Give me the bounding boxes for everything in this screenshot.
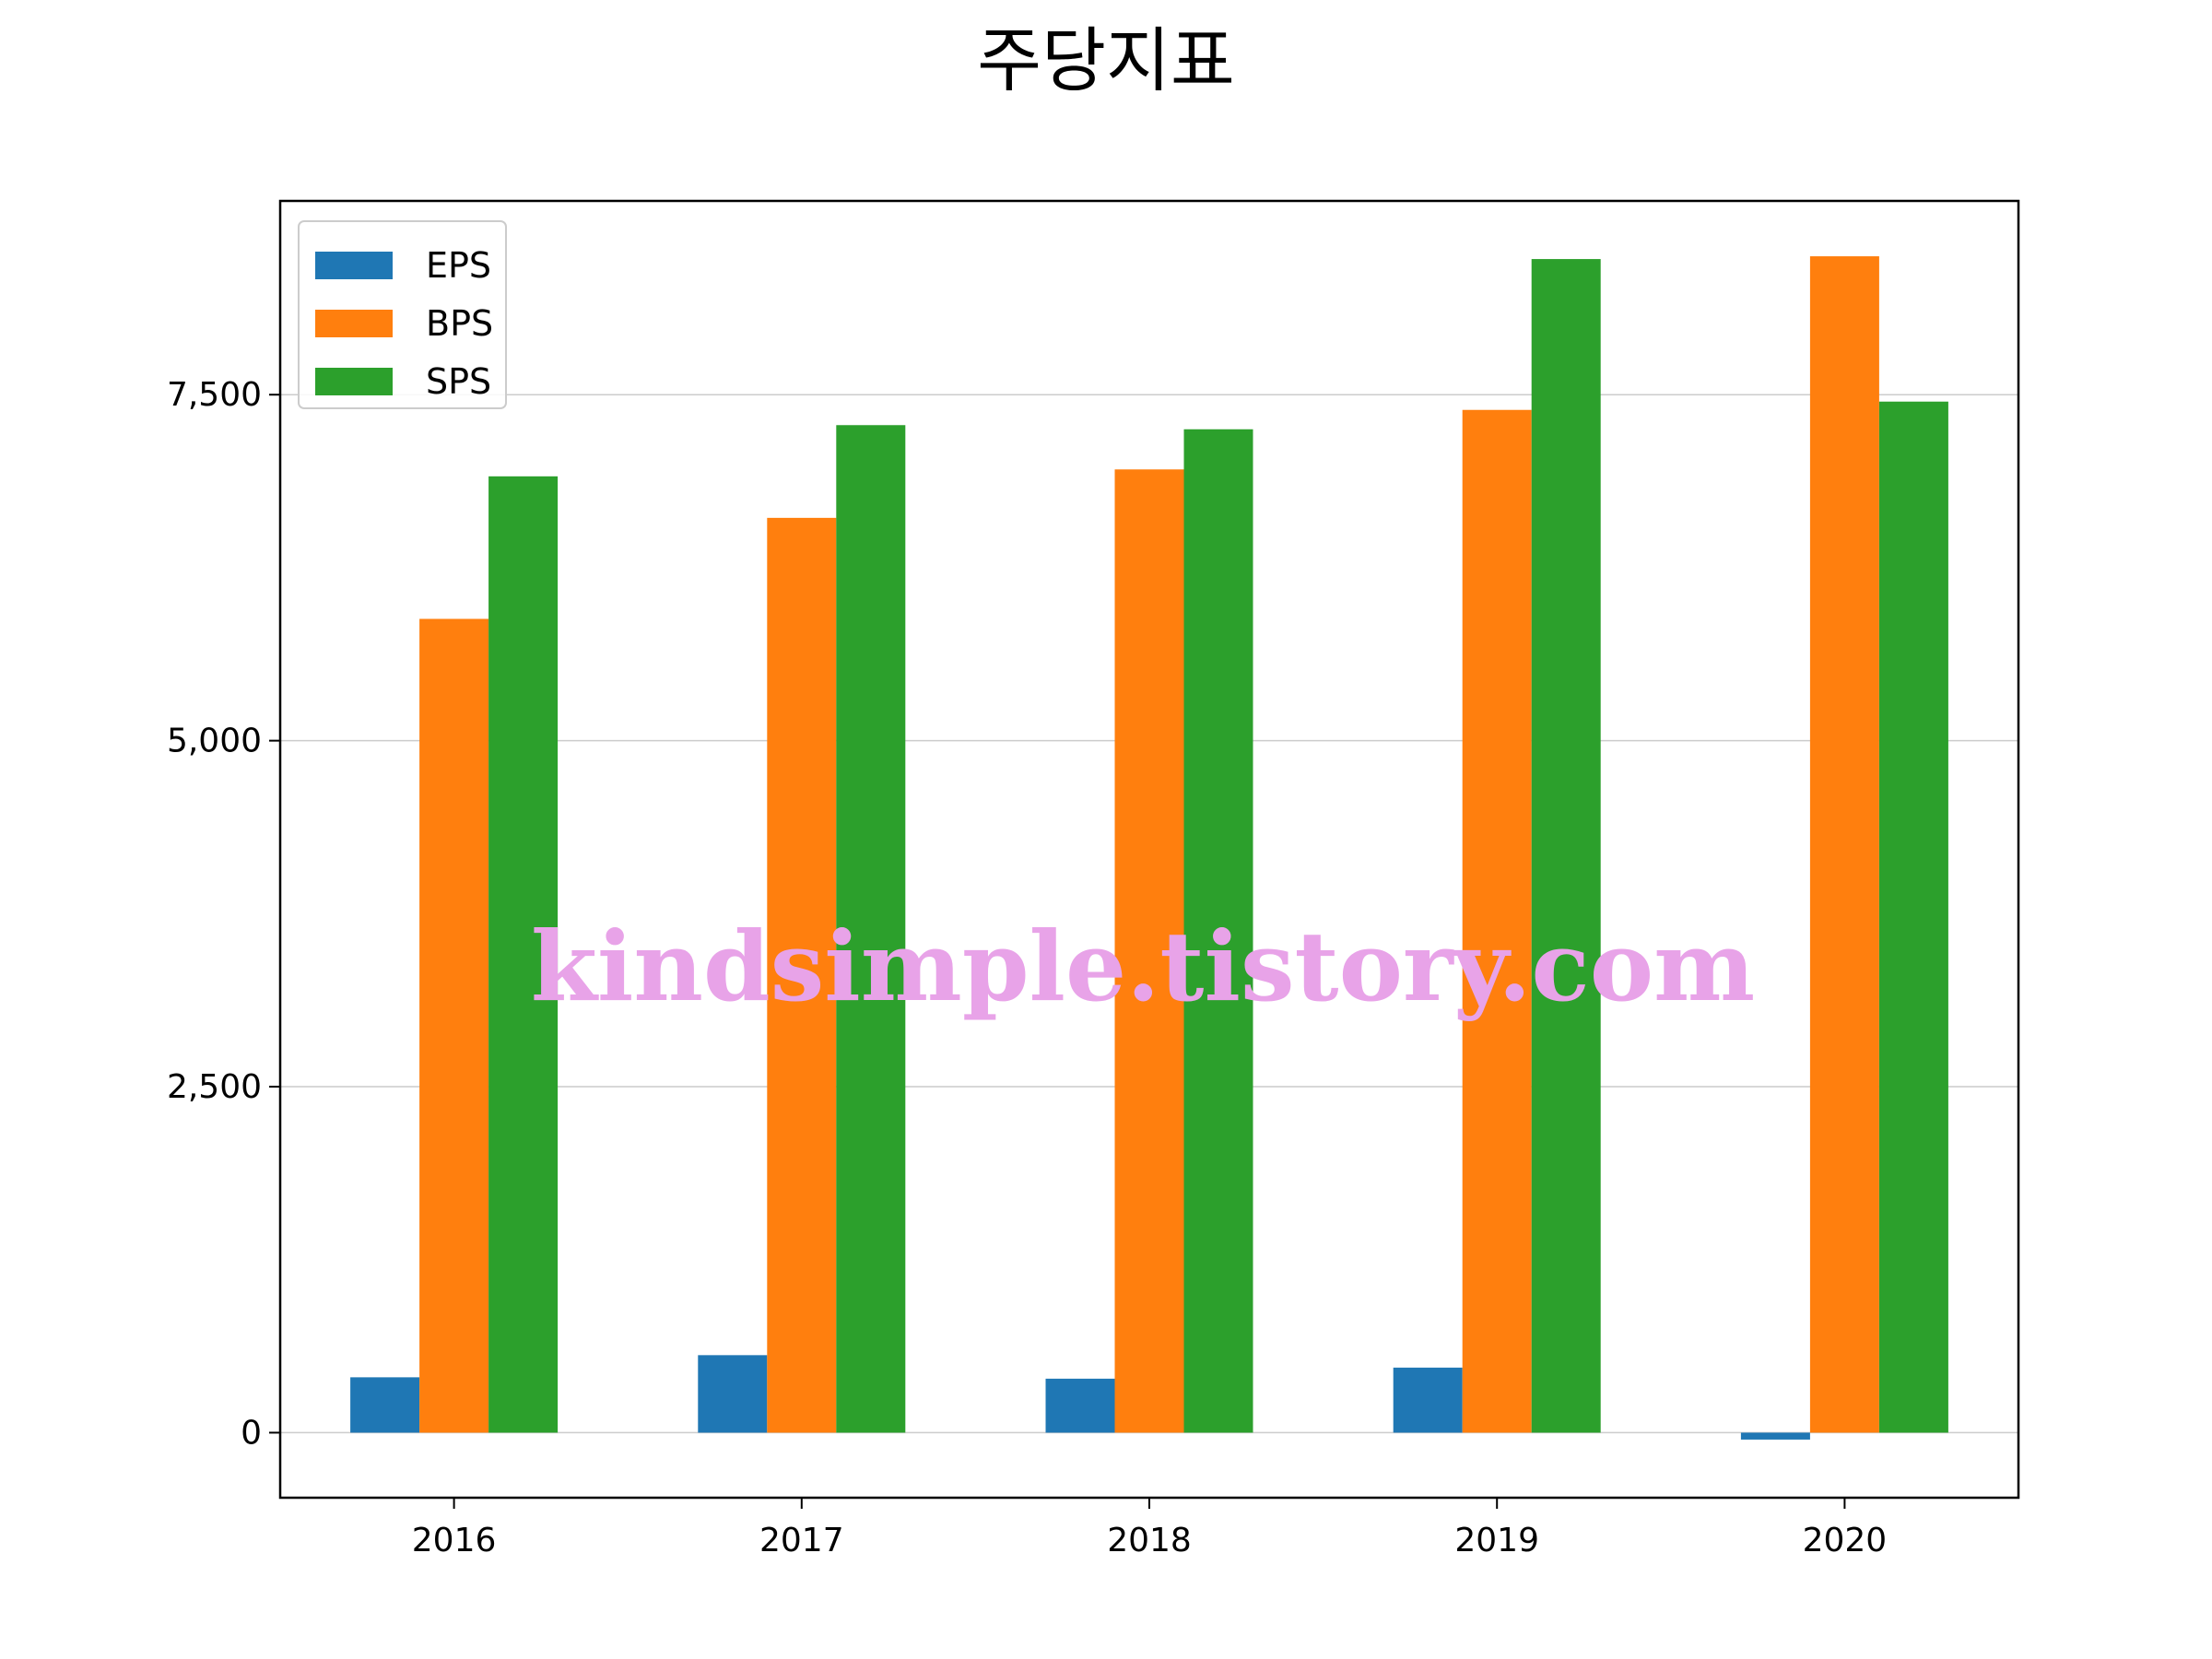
x-axis-ticks: 2016 2017 2018 2019 2020 — [412, 1498, 1887, 1559]
bar-bps-2017 — [767, 517, 837, 1433]
bar-sps-2018 — [1183, 429, 1253, 1433]
x-tick-label: 2016 — [412, 1522, 497, 1559]
watermark: kindsimple.tistory.com — [531, 910, 1755, 1023]
bar-eps-2018 — [1045, 1378, 1115, 1433]
bar-eps-2019 — [1393, 1367, 1463, 1433]
bar-sps-2016 — [488, 476, 559, 1433]
legend-label-eps: EPS — [426, 245, 491, 286]
bar-sps-2019 — [1531, 259, 1601, 1433]
bar-bps-2018 — [1114, 469, 1184, 1433]
bar-sps-2020 — [1878, 401, 1948, 1433]
legend-swatch-sps — [315, 368, 393, 395]
chart-title: 주당지표 — [977, 19, 1235, 101]
bar-eps-2020 — [1740, 1432, 1810, 1440]
bars — [350, 256, 1948, 1440]
y-axis-ticks: 0 2,500 5,000 7,500 — [167, 376, 280, 1452]
y-tick-label: 7,500 — [167, 376, 262, 414]
legend-swatch-eps — [315, 252, 393, 279]
legend: EPS BPS SPS — [298, 220, 507, 409]
bar-sps-2017 — [836, 425, 906, 1433]
legend-swatch-bps — [315, 310, 393, 337]
y-tick-label: 2,500 — [167, 1068, 262, 1106]
x-tick-label: 2019 — [1454, 1522, 1539, 1559]
x-tick-label: 2020 — [1803, 1522, 1888, 1559]
legend-label-sps: SPS — [426, 361, 491, 402]
bar-eps-2017 — [698, 1355, 768, 1433]
bar-bps-2020 — [1809, 256, 1879, 1433]
plot-frame — [278, 199, 2020, 1500]
bar-eps-2016 — [350, 1377, 420, 1433]
y-tick-label: 5,000 — [167, 723, 262, 760]
bar-bps-2016 — [419, 618, 489, 1433]
x-tick-label: 2017 — [759, 1522, 844, 1559]
y-tick-label: 0 — [241, 1414, 262, 1452]
x-tick-label: 2018 — [1107, 1522, 1192, 1559]
bar-bps-2019 — [1462, 409, 1532, 1433]
legend-label-bps: BPS — [426, 303, 493, 344]
